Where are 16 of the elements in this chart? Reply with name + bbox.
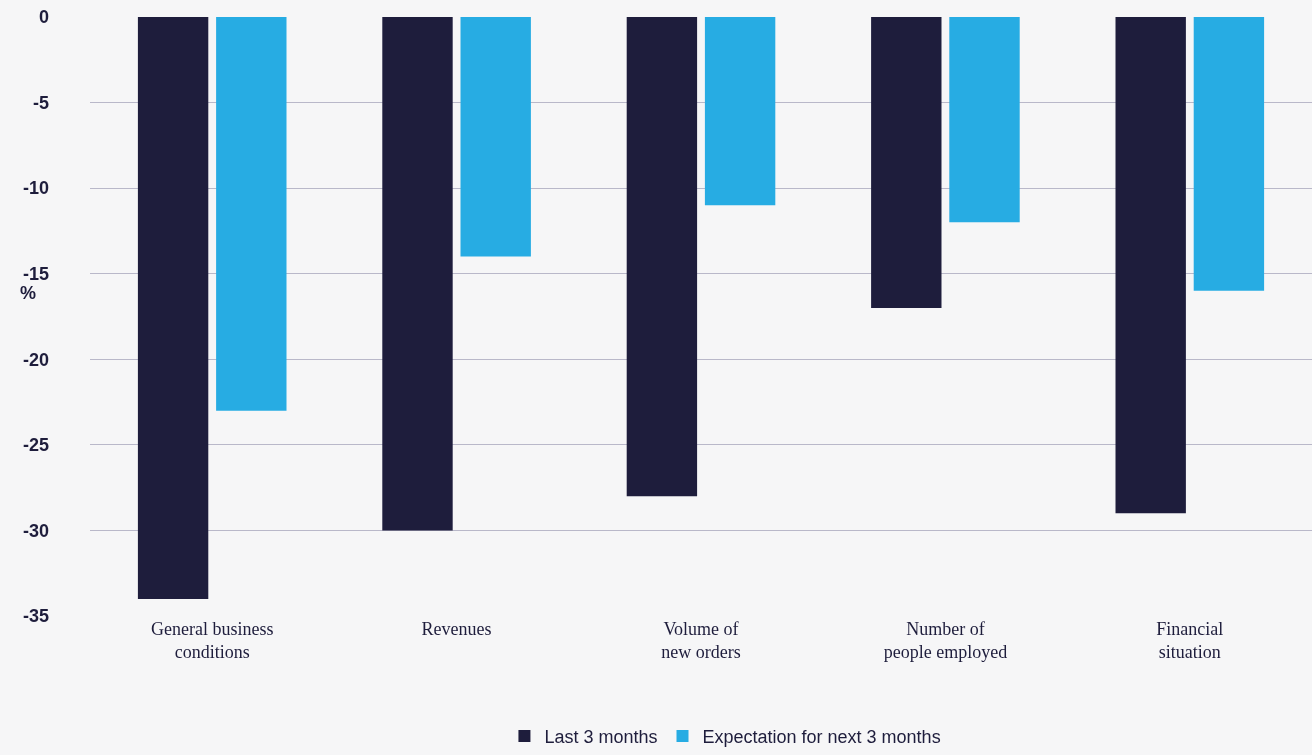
y-tick-label: -15 [22,264,49,285]
y-tick-label: -30 [22,520,49,541]
x-tick-label: Number of people employed [883,619,1008,663]
y-tick-label: -20 [22,349,49,370]
y-tick-label: -25 [22,435,49,456]
y-axis-title: % [20,283,37,303]
x-tick-label: Financial situation [1156,619,1224,663]
y-tick-label: 0 [38,7,49,28]
legend-label: Expectation for next 3 months [702,727,941,748]
x-tick-label: Volume of new orders [661,619,741,663]
x-tick-label: General business conditions [150,619,274,663]
y-tick-label: -35 [22,606,49,627]
y-tick-label: -10 [22,178,49,199]
legend-label: Last 3 months [544,727,658,748]
y-tick-label: -5 [32,92,49,113]
x-tick-label: Revenues [421,619,492,639]
